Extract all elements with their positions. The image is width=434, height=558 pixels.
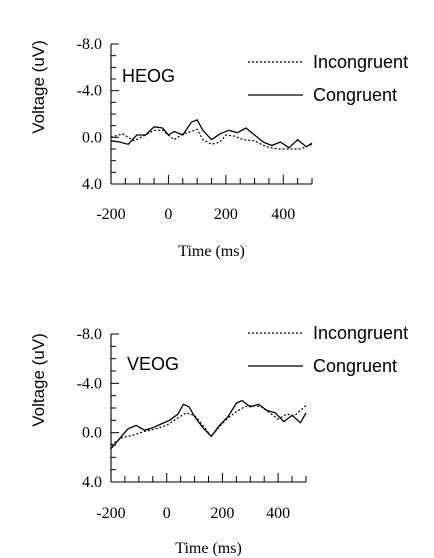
- y-axis-label: Voltage (uV): [29, 40, 48, 134]
- panel-label: VEOG: [127, 354, 179, 374]
- y-tick-label: -4.0: [77, 375, 102, 392]
- chart-panel-veog: -8.0 -4.0 0.0 4.0 -200 0 200 400 Time (ms) Voltag…: [29, 323, 408, 557]
- panel-label: HEOG: [122, 66, 175, 86]
- legend-entry: Incongruent: [313, 323, 408, 343]
- y-tick-label: -8.0: [77, 36, 102, 53]
- x-tick-label: 200: [210, 505, 234, 522]
- chart-panel-heog: -8.0 -4.0 0.0 4.0 -200 0 200 400 Time (ms) Voltag…: [29, 36, 408, 260]
- legend-entry: Congruent: [313, 356, 397, 376]
- x-tick-label: -200: [96, 206, 125, 223]
- y-tick-label: -8.0: [77, 326, 102, 343]
- y-tick-label: 0.0: [82, 129, 102, 146]
- series-line-incongruent: [110, 404, 307, 446]
- series-line-incongruent: [110, 128, 313, 150]
- x-tick-label: -200: [96, 505, 125, 522]
- series-line-congruent: [110, 399, 307, 450]
- x-tick-label: 0: [163, 505, 171, 522]
- y-axis-label: Voltage (uV): [29, 333, 48, 427]
- y-tick-label: 0.0: [82, 425, 102, 442]
- x-tick-label: 400: [271, 206, 295, 223]
- series-line-congruent: [110, 119, 313, 149]
- x-tick-label: 200: [214, 206, 238, 223]
- legend-entry: Congruent: [313, 85, 397, 105]
- y-tick-label: 4.0: [82, 176, 102, 193]
- x-axis-label: Time (ms): [178, 243, 245, 260]
- legend-entry: Incongruent: [313, 52, 408, 72]
- x-tick-label: 400: [266, 505, 290, 522]
- y-tick-label: -4.0: [77, 83, 102, 100]
- x-axis-label: Time (ms): [175, 540, 242, 557]
- y-tick-label: 4.0: [82, 474, 102, 491]
- x-tick-label: 0: [164, 206, 172, 223]
